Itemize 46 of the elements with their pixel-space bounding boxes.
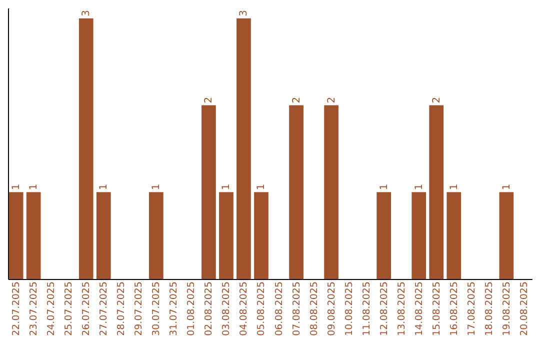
x-tick-label: 16.08.2025: [448, 282, 460, 336]
data-label: 2: [326, 96, 338, 104]
x-tick-label: 22.07.2025: [11, 282, 22, 336]
x-tick-label: 24.07.2025: [46, 282, 58, 336]
x-tick-label: 06.08.2025: [274, 282, 285, 336]
x-tick-label: 14.08.2025: [414, 282, 425, 336]
x-tick-label: 10.08.2025: [344, 282, 355, 336]
data-label: 1: [501, 184, 512, 190]
x-tick-label: 01.08.2025: [186, 282, 198, 336]
x-tick-label: 29.07.2025: [134, 282, 145, 336]
x-tick-label: 31.07.2025: [168, 282, 180, 336]
x-tick-label: 20.08.2025: [518, 282, 530, 336]
x-tick-label: 05.08.2025: [256, 282, 268, 336]
data-label: 2: [204, 96, 215, 104]
x-tick-label: 25.07.2025: [64, 282, 75, 336]
x-tick-label: 09.08.2025: [326, 282, 338, 336]
x-tick-label: 12.08.2025: [378, 282, 390, 336]
x-tick-label: 03.08.2025: [221, 282, 232, 336]
x-tick-label: 28.07.2025: [116, 282, 128, 336]
data-label: 2: [431, 96, 442, 104]
x-tick-label: 04.08.2025: [238, 282, 250, 336]
data-label: 1: [378, 184, 390, 190]
x-tick-label: 15.08.2025: [431, 282, 442, 336]
data-label: 1: [448, 184, 460, 190]
data-label: 2: [291, 96, 302, 104]
data-label: 1: [256, 184, 268, 190]
data-label: 1: [414, 184, 425, 190]
x-tick-label: 08.08.2025: [308, 282, 320, 336]
data-label: 1: [11, 184, 22, 190]
x-tick-label: 19.08.2025: [501, 282, 512, 336]
data-label: 3: [81, 10, 92, 16]
data-label: 1: [98, 184, 110, 190]
x-tick-label: 07.08.2025: [291, 282, 302, 336]
data-label: 1: [28, 184, 40, 190]
x-tick-label: 17.08.2025: [466, 282, 478, 336]
x-tick-label: 30.07.2025: [151, 282, 162, 336]
x-tick-label: 02.08.2025: [204, 282, 215, 336]
x-tick-label: 27.07.2025: [98, 282, 110, 336]
x-tick-label: 23.07.2025: [28, 282, 40, 336]
data-label: 1: [151, 184, 162, 190]
x-tick-label: 18.08.2025: [484, 282, 495, 336]
data-label: 1: [221, 184, 232, 190]
data-label: 3: [238, 10, 250, 16]
x-tick-label: 13.08.2025: [396, 282, 408, 336]
x-tick-label: 11.08.2025: [361, 282, 372, 336]
x-tick-label: 26.07.2025: [81, 282, 92, 336]
